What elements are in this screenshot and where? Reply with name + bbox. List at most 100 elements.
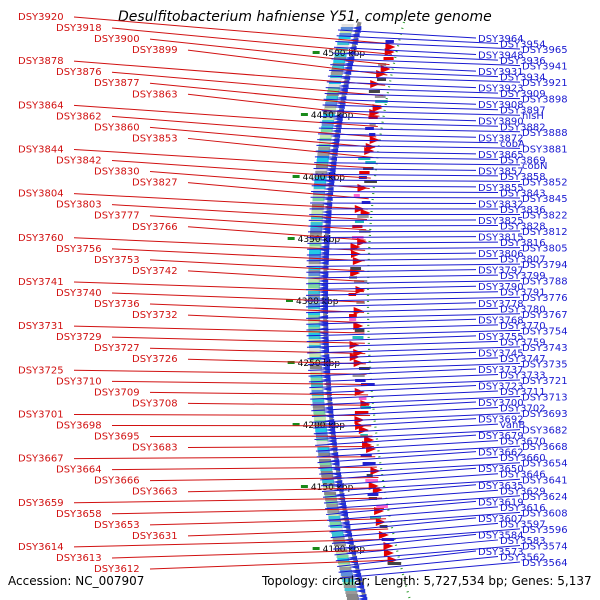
reverse-gene-arrow (349, 33, 360, 37)
reverse-leader-line (310, 196, 521, 199)
forward-feature-block (354, 220, 364, 223)
forward-feature-block (354, 411, 369, 414)
scale-tick (286, 299, 293, 302)
reverse-leader-line (310, 390, 499, 400)
reverse-leader-line (306, 274, 499, 279)
reverse-gene-arrow (332, 480, 343, 484)
reverse-leader-line (305, 296, 521, 302)
forward-feature-block (353, 194, 360, 197)
reverse-gene-label: DSY3778 (478, 299, 524, 310)
scale-tick (312, 547, 320, 550)
coding-band-segment (319, 462, 332, 465)
coding-band-segment (321, 126, 334, 129)
coding-band-segment (323, 489, 336, 492)
reverse-leader-line (325, 495, 521, 510)
forward-leader-line (111, 71, 384, 97)
reverse-leader-line (334, 539, 499, 556)
forward-leader-line (187, 402, 370, 406)
forward-gene-label: DSY3862 (56, 111, 102, 122)
reverse-gene-label: DSY3743 (522, 343, 568, 354)
forward-gene-label: DSY3727 (94, 343, 140, 354)
forward-leader-line (111, 248, 365, 262)
reverse-gene-label: DSY3931 (478, 67, 524, 78)
forward-leader-line (111, 380, 368, 386)
reverse-gene-arrow (354, 585, 365, 589)
reverse-leader-line (305, 291, 499, 296)
reverse-gene-label: DSY3646 (500, 470, 546, 481)
reverse-leader-line (306, 335, 477, 342)
reverse-leader-line (313, 167, 477, 171)
coding-band-segment (313, 186, 326, 189)
reverse-leader-line (318, 133, 477, 138)
reverse-gene-arrow (320, 375, 331, 379)
reverse-gene-label: DSY3921 (522, 78, 568, 89)
forward-feature-block (366, 474, 373, 477)
coding-band-segment (316, 162, 329, 165)
reverse-gene-label: DSY3721 (522, 376, 568, 387)
forward-leader-line (149, 82, 382, 107)
reverse-leader-line (327, 506, 499, 521)
forward-feature-block (358, 157, 371, 160)
reverse-gene-arrow (331, 124, 342, 128)
forward-leader-line (73, 193, 368, 210)
reverse-leader-line (321, 473, 499, 487)
reverse-leader-line (317, 139, 499, 144)
reverse-gene-label: DSY3619 (478, 497, 524, 508)
reverse-gene-arrow (356, 594, 367, 598)
forward-gene-label: DSY3918 (56, 23, 102, 34)
reverse-gene-arrow (322, 197, 333, 201)
coding-band-segment (308, 303, 321, 306)
forward-feature-block (370, 516, 382, 519)
coding-band-segment (318, 147, 331, 150)
reverse-gene-arrow (338, 84, 349, 88)
reverse-gene-label: DSY3852 (522, 177, 568, 188)
coding-band-segment (312, 198, 325, 201)
forward-leader-line (187, 226, 366, 241)
forward-leader-line (111, 336, 365, 344)
reverse-gene-label: DSY3754 (522, 326, 568, 337)
forward-leader-line (149, 259, 365, 272)
forward-gene-label: DSY3612 (94, 564, 140, 575)
coding-band-segment (317, 447, 330, 450)
reverse-gene-label: DSY3805 (522, 244, 568, 255)
reverse-gene-arrow (357, 597, 368, 600)
coding-band-segment (315, 429, 328, 432)
forward-gene-label: DSY3842 (56, 156, 102, 167)
coding-band-segment (308, 312, 321, 315)
reverse-gene-label: DSY3965 (522, 45, 568, 56)
coding-band-segment (334, 54, 347, 57)
reverse-gene-label: DSY3733 (500, 370, 546, 381)
forward-gene-label: DSY3863 (132, 89, 178, 100)
reverse-leader-line (338, 555, 499, 573)
coding-band-segment (318, 453, 331, 456)
reverse-gene-arrow (320, 227, 331, 231)
forward-gene-label: DSY3710 (56, 376, 102, 387)
forward-leader-line (73, 369, 367, 375)
forward-gene-arrow (358, 426, 369, 434)
coding-band-segment (308, 291, 321, 294)
coding-band-segment (308, 339, 321, 342)
reverse-gene-label: DSY3954 (500, 40, 546, 51)
reverse-leader-line (320, 116, 477, 122)
forward-feature-block (352, 225, 363, 228)
forward-gene-label: DSY3777 (94, 211, 140, 222)
coding-band-segment (332, 537, 345, 540)
forward-leader-line (73, 16, 395, 45)
coding-band-segment (308, 273, 321, 276)
coding-band-segment (323, 114, 336, 117)
coding-band-segment (339, 567, 352, 570)
coding-band-segment (308, 255, 321, 258)
coding-band-segment (336, 555, 349, 558)
forward-leader-line (149, 303, 365, 313)
coding-band-segment (308, 315, 321, 318)
reverse-gene-label: DSY3755 (478, 332, 524, 343)
scale-tick (300, 113, 308, 116)
forward-gene-label: DSY3614 (18, 542, 64, 553)
reverse-gene-arrow (330, 129, 341, 133)
coding-band-segment (309, 237, 322, 240)
reverse-leader-line (329, 517, 477, 533)
forward-leader-line (73, 104, 378, 128)
forward-leader-line (187, 314, 365, 324)
reverse-leader-line (311, 407, 499, 417)
forward-gene-label: DSY3613 (56, 553, 102, 564)
